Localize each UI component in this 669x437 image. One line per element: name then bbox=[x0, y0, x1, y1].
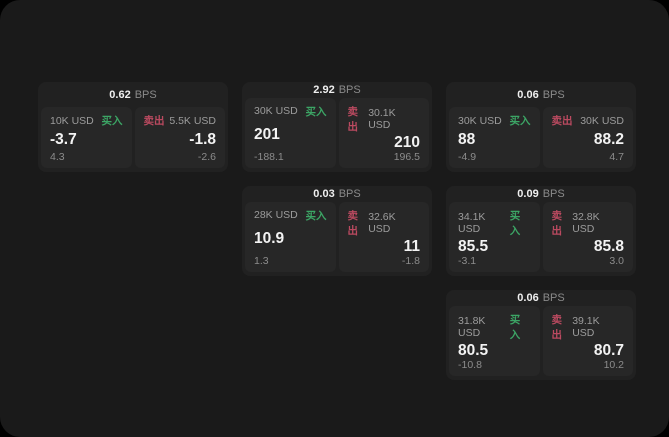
sell-price: 210 bbox=[394, 133, 420, 151]
buy-tag: 买入 bbox=[101, 115, 123, 127]
sell-tag: 卖出 bbox=[347, 209, 359, 237]
bps-unit-label: BPS bbox=[134, 88, 157, 101]
sell-panel[interactable]: 卖出 30K USD 88.2 4.7 bbox=[542, 107, 633, 168]
buy-amount: 34.1K USD bbox=[458, 210, 486, 235]
sell-amount: 30.1K USD bbox=[368, 106, 396, 131]
sell-panel[interactable]: 卖出 32.6K USD 11 -1.8 bbox=[338, 201, 429, 272]
card-header: 0.62 BPS bbox=[38, 82, 228, 107]
sell-change: -1.8 bbox=[401, 255, 420, 267]
card-header: 0.09 BPS bbox=[446, 186, 636, 202]
card-header: 0.03 BPS bbox=[242, 186, 432, 202]
sell-price: -1.8 bbox=[189, 130, 216, 148]
buy-amount: 10K USD bbox=[50, 114, 94, 127]
sell-amount: 5.5K USD bbox=[169, 114, 216, 127]
quote-card-3: 0.06 BPS 30K USD 买入 88 -4.9 卖出 30K USD bbox=[446, 82, 636, 172]
buy-panel[interactable]: 30K USD 买入 88 -4.9 bbox=[449, 107, 540, 168]
buy-price: 88 bbox=[458, 130, 476, 148]
quote-card-2: 2.92 BPS 30K USD 买入 201 -188.1 卖出 30.1K … bbox=[242, 82, 432, 172]
quote-card-4: 0.03 BPS 28K USD 买入 10.9 1.3 卖出 32.6K US… bbox=[242, 186, 432, 276]
buy-price: 80.5 bbox=[458, 341, 489, 359]
bps-value: 0.62 bbox=[109, 88, 131, 101]
sell-panel[interactable]: 卖出 30.1K USD 210 196.5 bbox=[338, 97, 429, 168]
bps-value: 0.06 bbox=[517, 88, 539, 101]
sell-amount: 32.8K USD bbox=[572, 210, 600, 235]
sell-panel[interactable]: 卖出 5.5K USD -1.8 -2.6 bbox=[134, 107, 225, 168]
buy-price: 201 bbox=[254, 126, 280, 144]
bps-unit-label: BPS bbox=[542, 88, 565, 101]
buy-tag: 买入 bbox=[305, 105, 327, 118]
buy-change: 4.3 bbox=[50, 150, 65, 163]
buy-change: 1.3 bbox=[254, 255, 269, 267]
card-body: 30K USD 买入 88 -4.9 卖出 30K USD 88.2 4.7 bbox=[446, 107, 636, 172]
buy-change: -10.8 bbox=[458, 359, 482, 371]
buy-panel[interactable]: 31.8K USD 买入 80.5 -10.8 bbox=[449, 305, 540, 376]
card-body: 10K USD 买入 -3.7 4.3 卖出 5.5K USD -1.8 -2.… bbox=[38, 107, 228, 172]
sell-tag: 卖出 bbox=[551, 313, 563, 341]
sell-price: 88.2 bbox=[593, 130, 624, 148]
buy-tag: 买入 bbox=[509, 115, 531, 127]
bps-value: 2.92 bbox=[313, 83, 335, 96]
buy-tag: 买入 bbox=[509, 209, 521, 237]
buy-price: 85.5 bbox=[458, 237, 489, 255]
sell-change: 3.0 bbox=[609, 255, 624, 267]
sell-panel[interactable]: 卖出 32.8K USD 85.8 3.0 bbox=[542, 201, 633, 272]
buy-panel[interactable]: 30K USD 买入 201 -188.1 bbox=[245, 97, 336, 168]
buy-change: -188.1 bbox=[254, 151, 284, 163]
sell-tag: 卖出 bbox=[551, 115, 573, 127]
buy-amount: 30K USD bbox=[254, 105, 298, 118]
bps-value: 0.09 bbox=[517, 187, 539, 200]
bps-unit-label: BPS bbox=[338, 83, 361, 96]
card-body: 30K USD 买入 201 -188.1 卖出 30.1K USD 210 1… bbox=[242, 97, 432, 172]
buy-panel[interactable]: 10K USD 买入 -3.7 4.3 bbox=[41, 107, 132, 168]
sell-change: -2.6 bbox=[197, 150, 216, 163]
bps-value: 0.03 bbox=[313, 187, 335, 200]
buy-panel[interactable]: 34.1K USD 买入 85.5 -3.1 bbox=[449, 201, 540, 272]
sell-price: 11 bbox=[403, 237, 420, 255]
buy-amount: 31.8K USD bbox=[458, 314, 486, 339]
bps-unit-label: BPS bbox=[542, 291, 565, 304]
bps-unit-label: BPS bbox=[542, 187, 565, 200]
buy-tag: 买入 bbox=[305, 209, 327, 222]
sell-price: 85.8 bbox=[593, 237, 624, 255]
buy-change: -4.9 bbox=[458, 150, 477, 163]
sell-amount: 30K USD bbox=[580, 114, 624, 127]
sell-change: 196.5 bbox=[393, 151, 420, 163]
sell-change: 10.2 bbox=[603, 359, 624, 371]
quote-card-grid: 0.62 BPS 10K USD 买入 -3.7 4.3 卖出 5.5K USD bbox=[38, 82, 636, 380]
card-body: 28K USD 买入 10.9 1.3 卖出 32.6K USD 11 -1.8 bbox=[242, 201, 432, 276]
sell-tag: 卖出 bbox=[347, 105, 359, 133]
card-header: 2.92 BPS bbox=[242, 82, 432, 98]
bps-unit-label: BPS bbox=[338, 187, 361, 200]
buy-amount: 28K USD bbox=[254, 209, 298, 222]
buy-price: -3.7 bbox=[50, 130, 77, 148]
sell-amount: 39.1K USD bbox=[572, 314, 600, 339]
buy-tag: 买入 bbox=[509, 313, 521, 341]
sell-panel[interactable]: 卖出 39.1K USD 80.7 10.2 bbox=[542, 305, 633, 376]
quote-card-5: 0.09 BPS 34.1K USD 买入 85.5 -3.1 卖出 32.8K… bbox=[446, 186, 636, 276]
card-body: 31.8K USD 买入 80.5 -10.8 卖出 39.1K USD 80.… bbox=[446, 305, 636, 380]
card-body: 34.1K USD 买入 85.5 -3.1 卖出 32.8K USD 85.8… bbox=[446, 201, 636, 276]
sell-tag: 卖出 bbox=[143, 115, 165, 127]
bps-value: 0.06 bbox=[517, 291, 539, 304]
quote-card-1: 0.62 BPS 10K USD 买入 -3.7 4.3 卖出 5.5K USD bbox=[38, 82, 228, 172]
buy-panel[interactable]: 28K USD 买入 10.9 1.3 bbox=[245, 201, 336, 272]
card-header: 0.06 BPS bbox=[446, 82, 636, 107]
card-header: 0.06 BPS bbox=[446, 290, 636, 306]
buy-amount: 30K USD bbox=[458, 114, 502, 127]
sell-amount: 32.6K USD bbox=[368, 210, 396, 235]
quote-card-6: 0.06 BPS 31.8K USD 买入 80.5 -10.8 卖出 39.1… bbox=[446, 290, 636, 380]
sell-tag: 卖出 bbox=[551, 209, 563, 237]
buy-change: -3.1 bbox=[458, 255, 477, 267]
buy-price: 10.9 bbox=[254, 230, 285, 248]
sell-change: 4.7 bbox=[609, 150, 624, 163]
sell-price: 80.7 bbox=[593, 341, 624, 359]
